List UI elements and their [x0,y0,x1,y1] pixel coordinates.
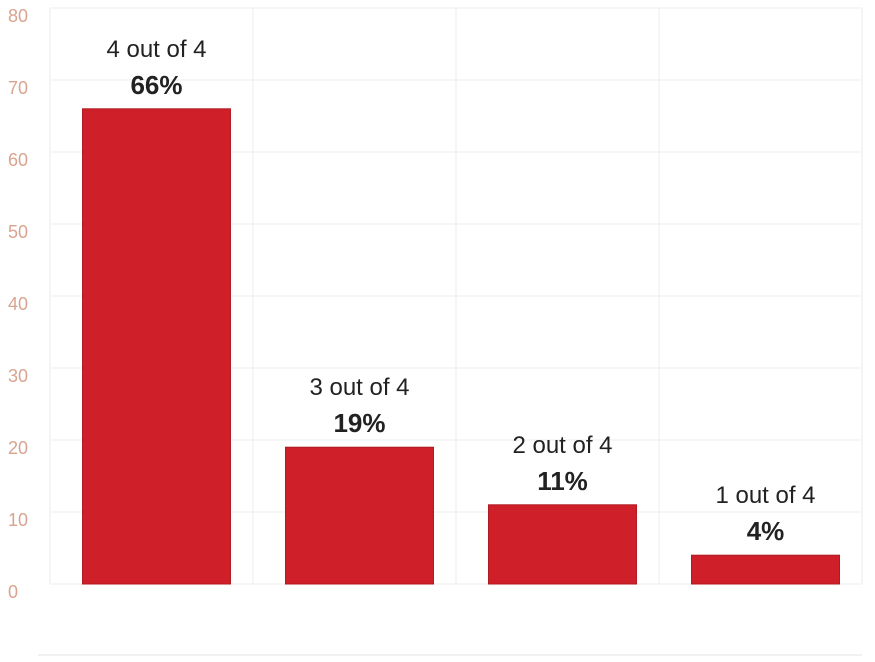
y-axis-ticks: 0 10 20 30 40 50 60 70 80 [8,6,28,602]
bar-value-label: 66% [130,70,182,100]
bar-value-label: 19% [333,408,385,438]
y-tick-label: 0 [8,582,18,602]
y-tick-label: 70 [8,78,28,98]
bars [82,108,840,585]
y-tick-label: 20 [8,438,28,458]
bar-category-label: 3 out of 4 [309,374,409,401]
bar-3 [488,504,637,585]
bar-category-label: 2 out of 4 [512,432,612,459]
y-tick-label: 30 [8,366,28,386]
bar-category-label: 4 out of 4 [106,36,206,63]
y-tick-label: 40 [8,294,28,314]
bar-4 [691,554,840,585]
bar-value-label: 11% [537,466,588,496]
bar-labels: 66% 4 out of 4 19% 3 out of 4 11% 2 out of 4 4… [106,36,815,546]
bar-2 [285,446,434,585]
y-tick-label: 10 [8,510,28,530]
y-tick-label: 80 [8,6,28,26]
y-tick-label: 50 [8,222,28,242]
y-tick-label: 60 [8,150,28,170]
bar-value-label: 4% [747,516,785,546]
bar-category-label: 1 out of 4 [715,482,815,509]
bar-1 [82,108,231,585]
